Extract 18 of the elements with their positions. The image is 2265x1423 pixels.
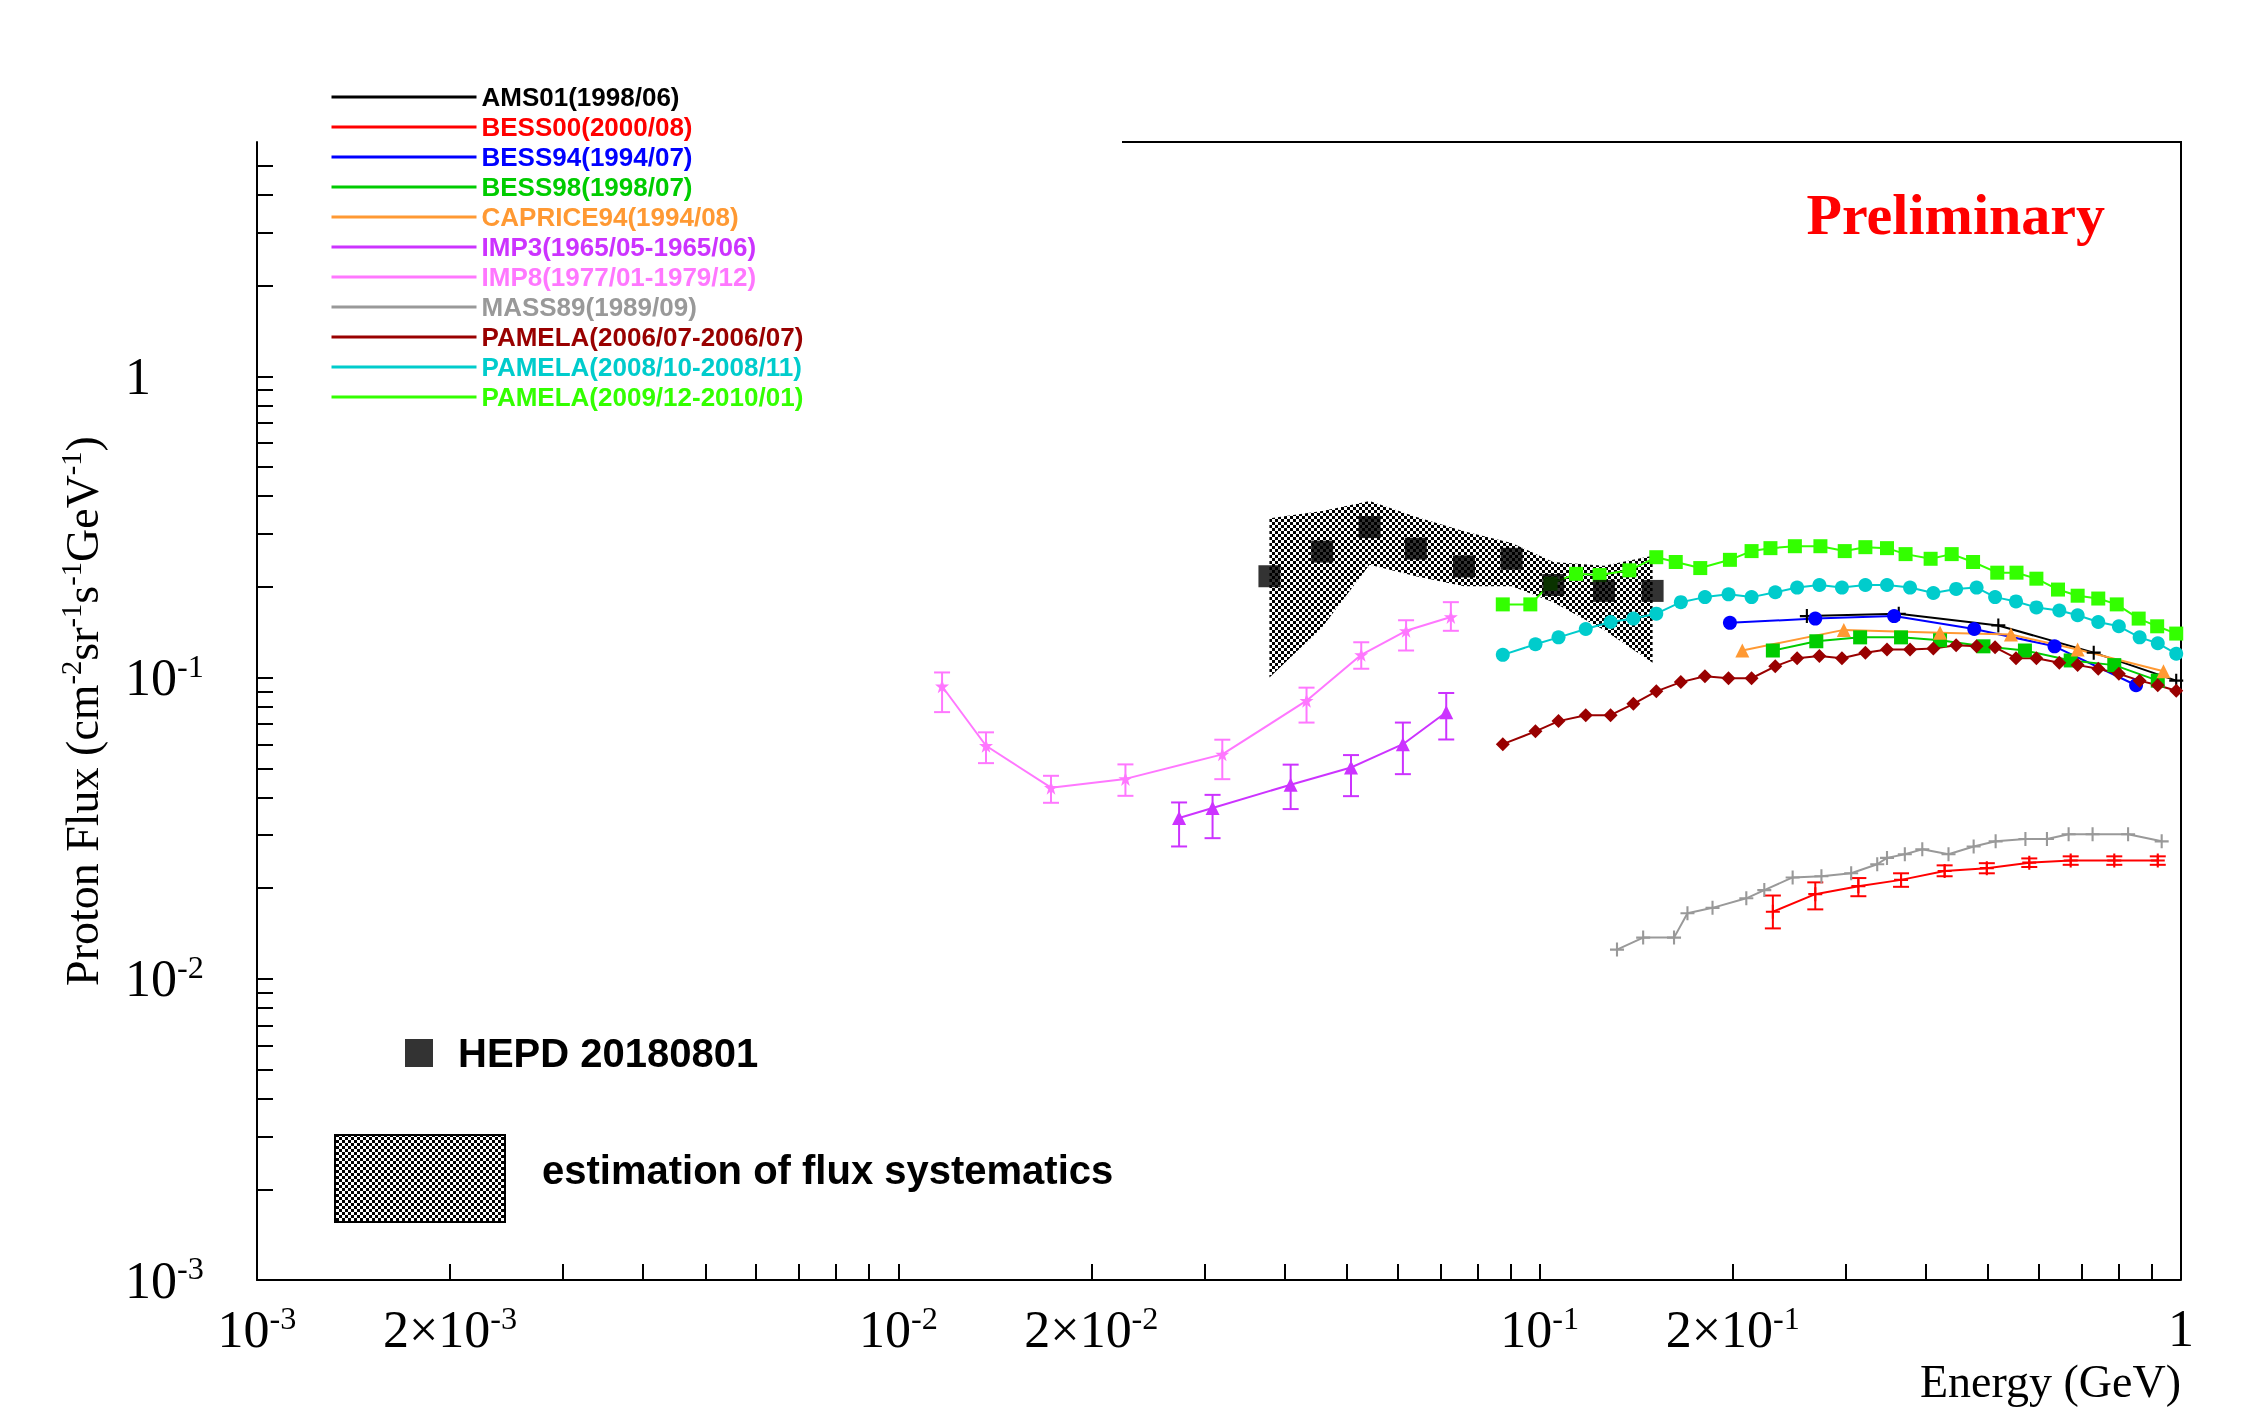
- x-axis-title: Energy (GeV): [1920, 1355, 2181, 1407]
- text: IMP3(1965/05-1965/06): [481, 232, 757, 262]
- text: PAMELA(2008/10-2008/11): [481, 352, 802, 382]
- text: Proton Flux (cm-2sr-1s-1GeV-1): [56, 436, 108, 986]
- text: BESS98(1998/07): [481, 172, 693, 202]
- annotation: estimation of flux systematics: [542, 1148, 1114, 1192]
- text: PAMELA(2009/12-2010/01): [481, 382, 804, 412]
- legend-label: HEPD 20180801: [458, 1031, 759, 1075]
- text: MASS89(1989/09): [481, 292, 697, 322]
- y-tick-label: 1: [125, 347, 151, 405]
- text: AMS01(1998/06): [481, 82, 680, 112]
- x-tick-label: 1: [2168, 1299, 2194, 1357]
- annotation: Preliminary: [1806, 181, 2106, 247]
- text: BESS00(2000/08): [481, 112, 693, 142]
- text: IMP8(1977/01-1979/12): [481, 262, 757, 292]
- text: CAPRICE94(1994/08): [481, 202, 739, 232]
- text: PAMELA(2006/07-2006/07): [481, 322, 804, 352]
- text: BESS94(1994/07): [481, 142, 693, 172]
